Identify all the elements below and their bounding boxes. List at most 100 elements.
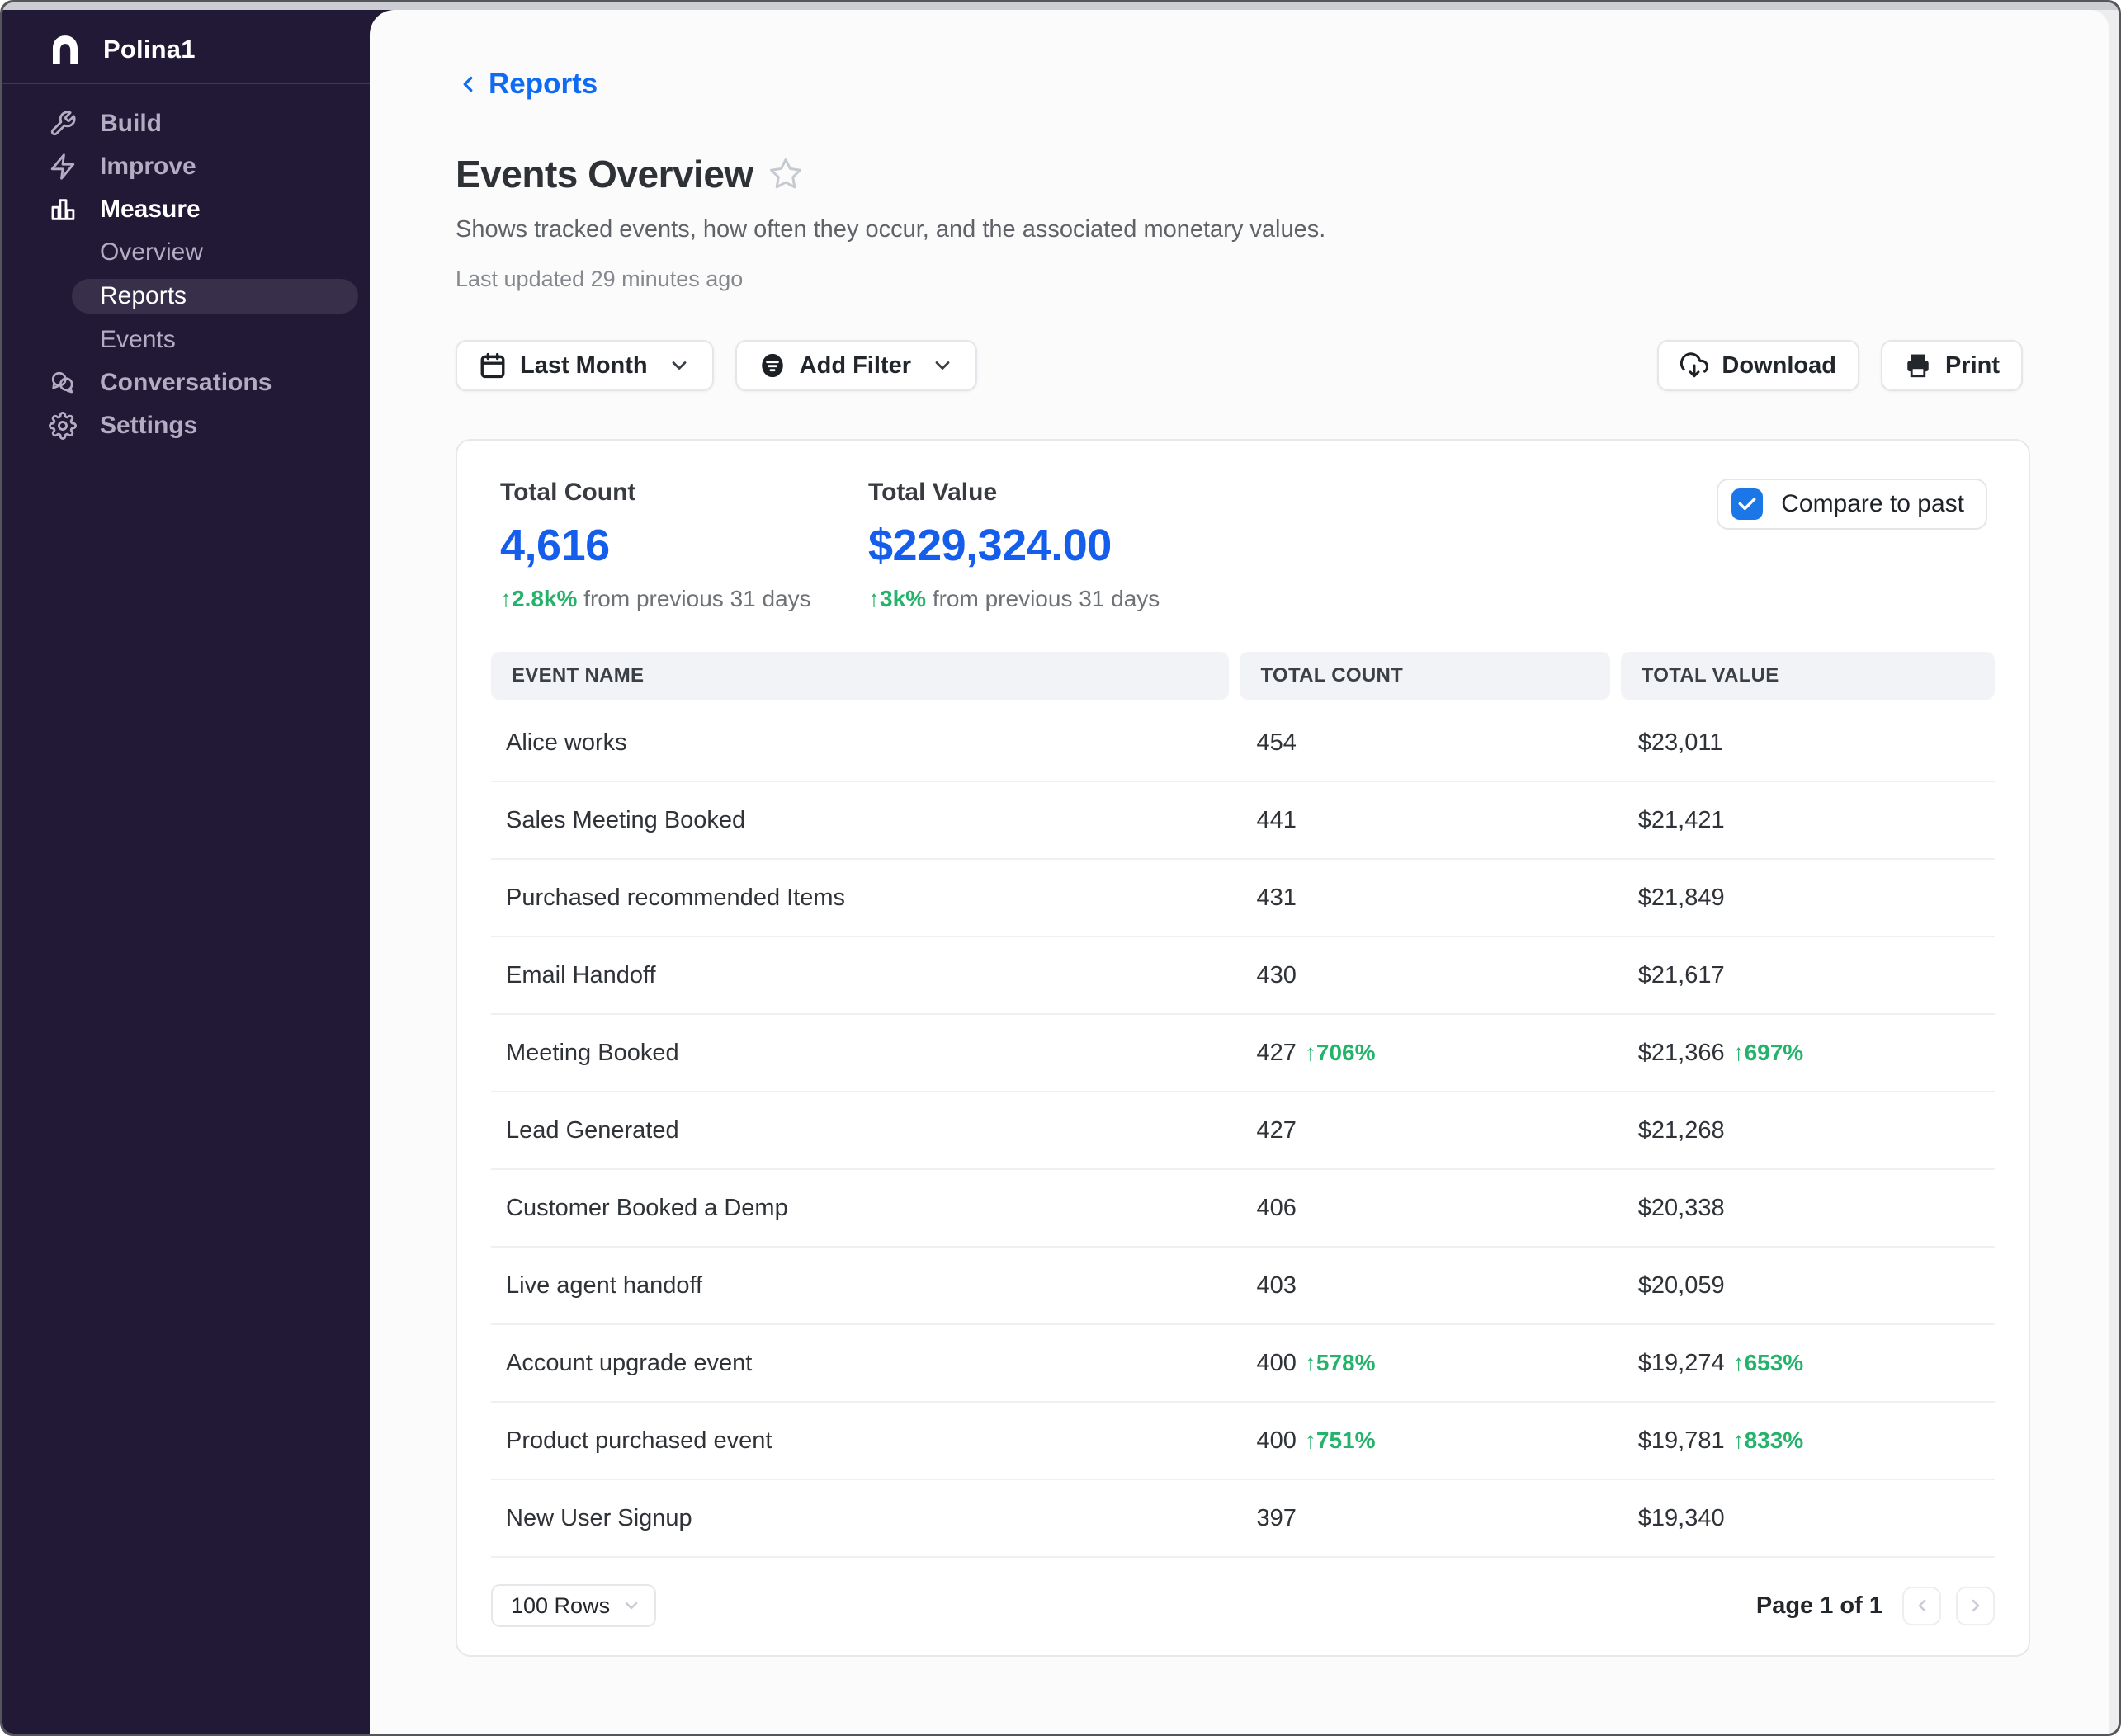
total-count-cell: 454 <box>1256 729 1297 756</box>
page-title: Events Overview <box>456 153 753 196</box>
total-count-cell: 403 <box>1256 1271 1297 1299</box>
table-row[interactable]: Lead Generated 427 $21,268 <box>491 1092 1995 1170</box>
table-header: Event Name Total Count Total Value <box>491 652 1995 700</box>
table-row[interactable]: Account upgrade event 400 ↑578% $19,274 ↑6… <box>491 1325 1995 1403</box>
total-value-cell: $19,340 <box>1637 1504 1725 1531</box>
table-row[interactable]: Live agent handoff 403 $20,059 <box>491 1248 1995 1325</box>
total-value-cell: $21,366 ↑697% <box>1637 1039 1804 1066</box>
workspace-name: Polina1 <box>103 35 196 64</box>
event-name-cell: Customer Booked a Demp <box>506 1194 788 1221</box>
total-count-cell: 441 <box>1256 806 1297 833</box>
star-favorite-icon[interactable] <box>768 157 803 191</box>
total-value-cell: $20,338 <box>1637 1194 1725 1221</box>
table-row[interactable]: Customer Booked a Demp 406 $20,338 <box>491 1170 1995 1248</box>
sidebar-item-overview[interactable]: Overview <box>100 238 204 266</box>
event-name-cell: Product purchased event <box>506 1427 772 1454</box>
workspace-switcher[interactable]: Polina1 <box>2 25 370 83</box>
content-panel: Reports Events Overview Shows tracked ev… <box>370 10 2109 1734</box>
table-body: Alice works 454 $23,011 Sales Meeting Bo… <box>491 705 1995 1558</box>
event-name-cell: Meeting Booked <box>506 1039 679 1066</box>
total-count-cell: 406 <box>1256 1194 1297 1221</box>
chevron-down-icon <box>672 361 687 370</box>
event-name-cell: Live agent handoff <box>506 1271 703 1299</box>
table-row[interactable]: Email Handoff 430 $21,617 <box>491 937 1995 1015</box>
download-button[interactable]: Download <box>1657 340 1859 391</box>
sidebar-item-conversations[interactable]: Conversations <box>2 361 370 404</box>
total-count-cell: 397 <box>1256 1504 1297 1531</box>
chevron-right-icon <box>1972 1599 1979 1612</box>
total-value-delta: ↑3k% from previous 31 days <box>868 586 1160 611</box>
event-name-cell: New User Signup <box>506 1504 692 1531</box>
count-delta: ↑578% <box>1304 1350 1376 1375</box>
bar-chart-icon <box>51 199 75 220</box>
total-value-stat: Total Value $229,324.00 ↑3k% from previo… <box>868 479 1236 612</box>
column-header-total-value[interactable]: Total Value <box>1620 652 1995 700</box>
total-count-cell: 427 <box>1256 1116 1297 1144</box>
main-area: Reports Events Overview Shows tracked ev… <box>370 10 2119 1734</box>
up-arrow-icon: ↑ <box>500 586 512 611</box>
total-value-cell: $20,059 <box>1637 1271 1725 1299</box>
total-count-stat: Total Count 4,616 ↑2.8k% from previous 3… <box>500 479 868 612</box>
breadcrumb-back-link[interactable]: Reports <box>456 68 598 101</box>
chevron-left-icon <box>463 76 473 92</box>
previous-page-button[interactable] <box>1902 1586 1941 1625</box>
cloud-download-icon <box>1680 352 1709 378</box>
sidebar-divider <box>2 83 370 84</box>
event-name-cell: Purchased recommended Items <box>506 884 846 911</box>
column-header-event-name[interactable]: Event Name <box>491 652 1230 700</box>
count-delta: ↑751% <box>1304 1427 1376 1453</box>
event-name-cell: Lead Generated <box>506 1116 679 1144</box>
compare-to-past-toggle[interactable]: Compare to past <box>1717 479 1987 530</box>
table-row[interactable]: Alice works 454 $23,011 <box>491 705 1995 782</box>
table-row[interactable]: Product purchased event 400 ↑751% $19,781… <box>491 1403 1995 1480</box>
up-arrow-icon: ↑ <box>868 586 880 611</box>
gear-icon <box>49 412 77 440</box>
sidebar-item-reports[interactable]: Reports <box>72 279 358 314</box>
count-delta: ↑706% <box>1304 1040 1376 1065</box>
date-range-filter-button[interactable]: Last Month <box>456 340 714 391</box>
column-header-total-count[interactable]: Total Count <box>1240 652 1610 700</box>
total-count-cell: 427 ↑706% <box>1256 1039 1376 1066</box>
total-value-cell: $21,421 <box>1637 806 1725 833</box>
total-value-cell: $23,011 <box>1637 729 1723 756</box>
total-value-cell: $19,781 ↑833% <box>1637 1427 1804 1454</box>
table-footer: 100 Rows Page 1 of 1 <box>457 1558 2029 1655</box>
total-value-cell: $21,617 <box>1637 961 1725 988</box>
report-card: Total Count 4,616 ↑2.8k% from previous 3… <box>456 439 2030 1657</box>
filter-icon <box>761 353 783 378</box>
app-logo-icon <box>53 35 78 64</box>
sidebar: Polina1 Build Improve <box>2 10 370 1734</box>
last-updated-text: Last updated 29 minutes ago <box>456 267 744 291</box>
table-row[interactable]: Purchased recommended Items 431 $21,849 <box>491 860 1995 937</box>
table-row[interactable]: Meeting Booked 427 ↑706% $21,366 ↑697% <box>491 1015 1995 1092</box>
window-chrome-strip <box>2 2 2119 10</box>
sidebar-item-improve[interactable]: Improve <box>2 145 370 188</box>
sidebar-item-events[interactable]: Events <box>100 326 176 353</box>
chevron-down-icon <box>625 1602 638 1610</box>
table-row[interactable]: Sales Meeting Booked 441 $21,421 <box>491 782 1995 860</box>
checkbox-checked-icon[interactable] <box>1731 488 1764 520</box>
total-count-cell: 400 ↑751% <box>1256 1427 1376 1454</box>
total-count-cell: 430 <box>1256 961 1297 988</box>
add-filter-button[interactable]: Add Filter <box>735 340 977 391</box>
sidebar-item-settings[interactable]: Settings <box>2 404 370 447</box>
summary-stats: Total Count 4,616 ↑2.8k% from previous 3… <box>457 441 2029 612</box>
table-row[interactable]: New User Signup 397 $19,340 <box>491 1480 1995 1558</box>
event-name-cell: Alice works <box>506 729 627 756</box>
value-delta: ↑833% <box>1732 1427 1804 1453</box>
value-delta: ↑697% <box>1732 1040 1804 1065</box>
chevron-down-icon <box>935 361 950 370</box>
event-name-cell: Sales Meeting Booked <box>506 806 746 833</box>
next-page-button[interactable] <box>1956 1586 1995 1625</box>
total-value-value: $229,324.00 <box>868 521 1112 570</box>
sidebar-item-build[interactable]: Build <box>2 102 370 145</box>
event-name-cell: Email Handoff <box>506 961 656 988</box>
print-button[interactable]: Print <box>1880 340 2023 391</box>
page-info: Page 1 of 1 <box>1755 1592 1882 1619</box>
calendar-icon <box>480 352 505 379</box>
sidebar-item-measure[interactable]: Measure <box>2 188 370 231</box>
toolbar: Last Month Add Filter <box>456 340 2023 391</box>
rows-per-page-select[interactable]: 100 Rows <box>491 1584 657 1627</box>
total-count-delta: ↑2.8k% from previous 31 days <box>500 586 811 611</box>
